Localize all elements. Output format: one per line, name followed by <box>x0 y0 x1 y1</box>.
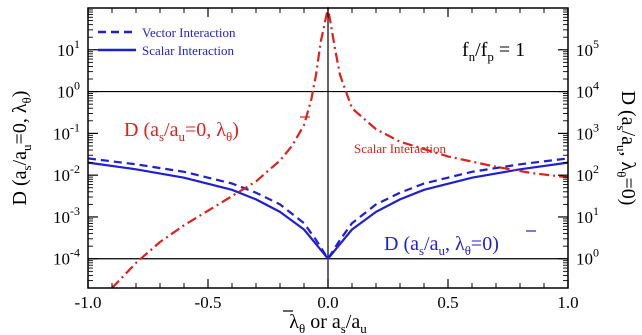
annotation-red-scalar: Scalar Interaction <box>354 141 447 156</box>
x-tick-label: -1.0 <box>75 293 102 312</box>
legend-label-scalar: Scalar Interaction <box>142 43 235 58</box>
legend-label-vector: Vector Interaction <box>142 25 236 40</box>
x-tick-label: 0.5 <box>437 293 458 312</box>
x-tick-label: -0.5 <box>195 293 222 312</box>
x-tick-label: 1.0 <box>557 293 578 312</box>
x-tick-label: 0.0 <box>317 293 338 312</box>
